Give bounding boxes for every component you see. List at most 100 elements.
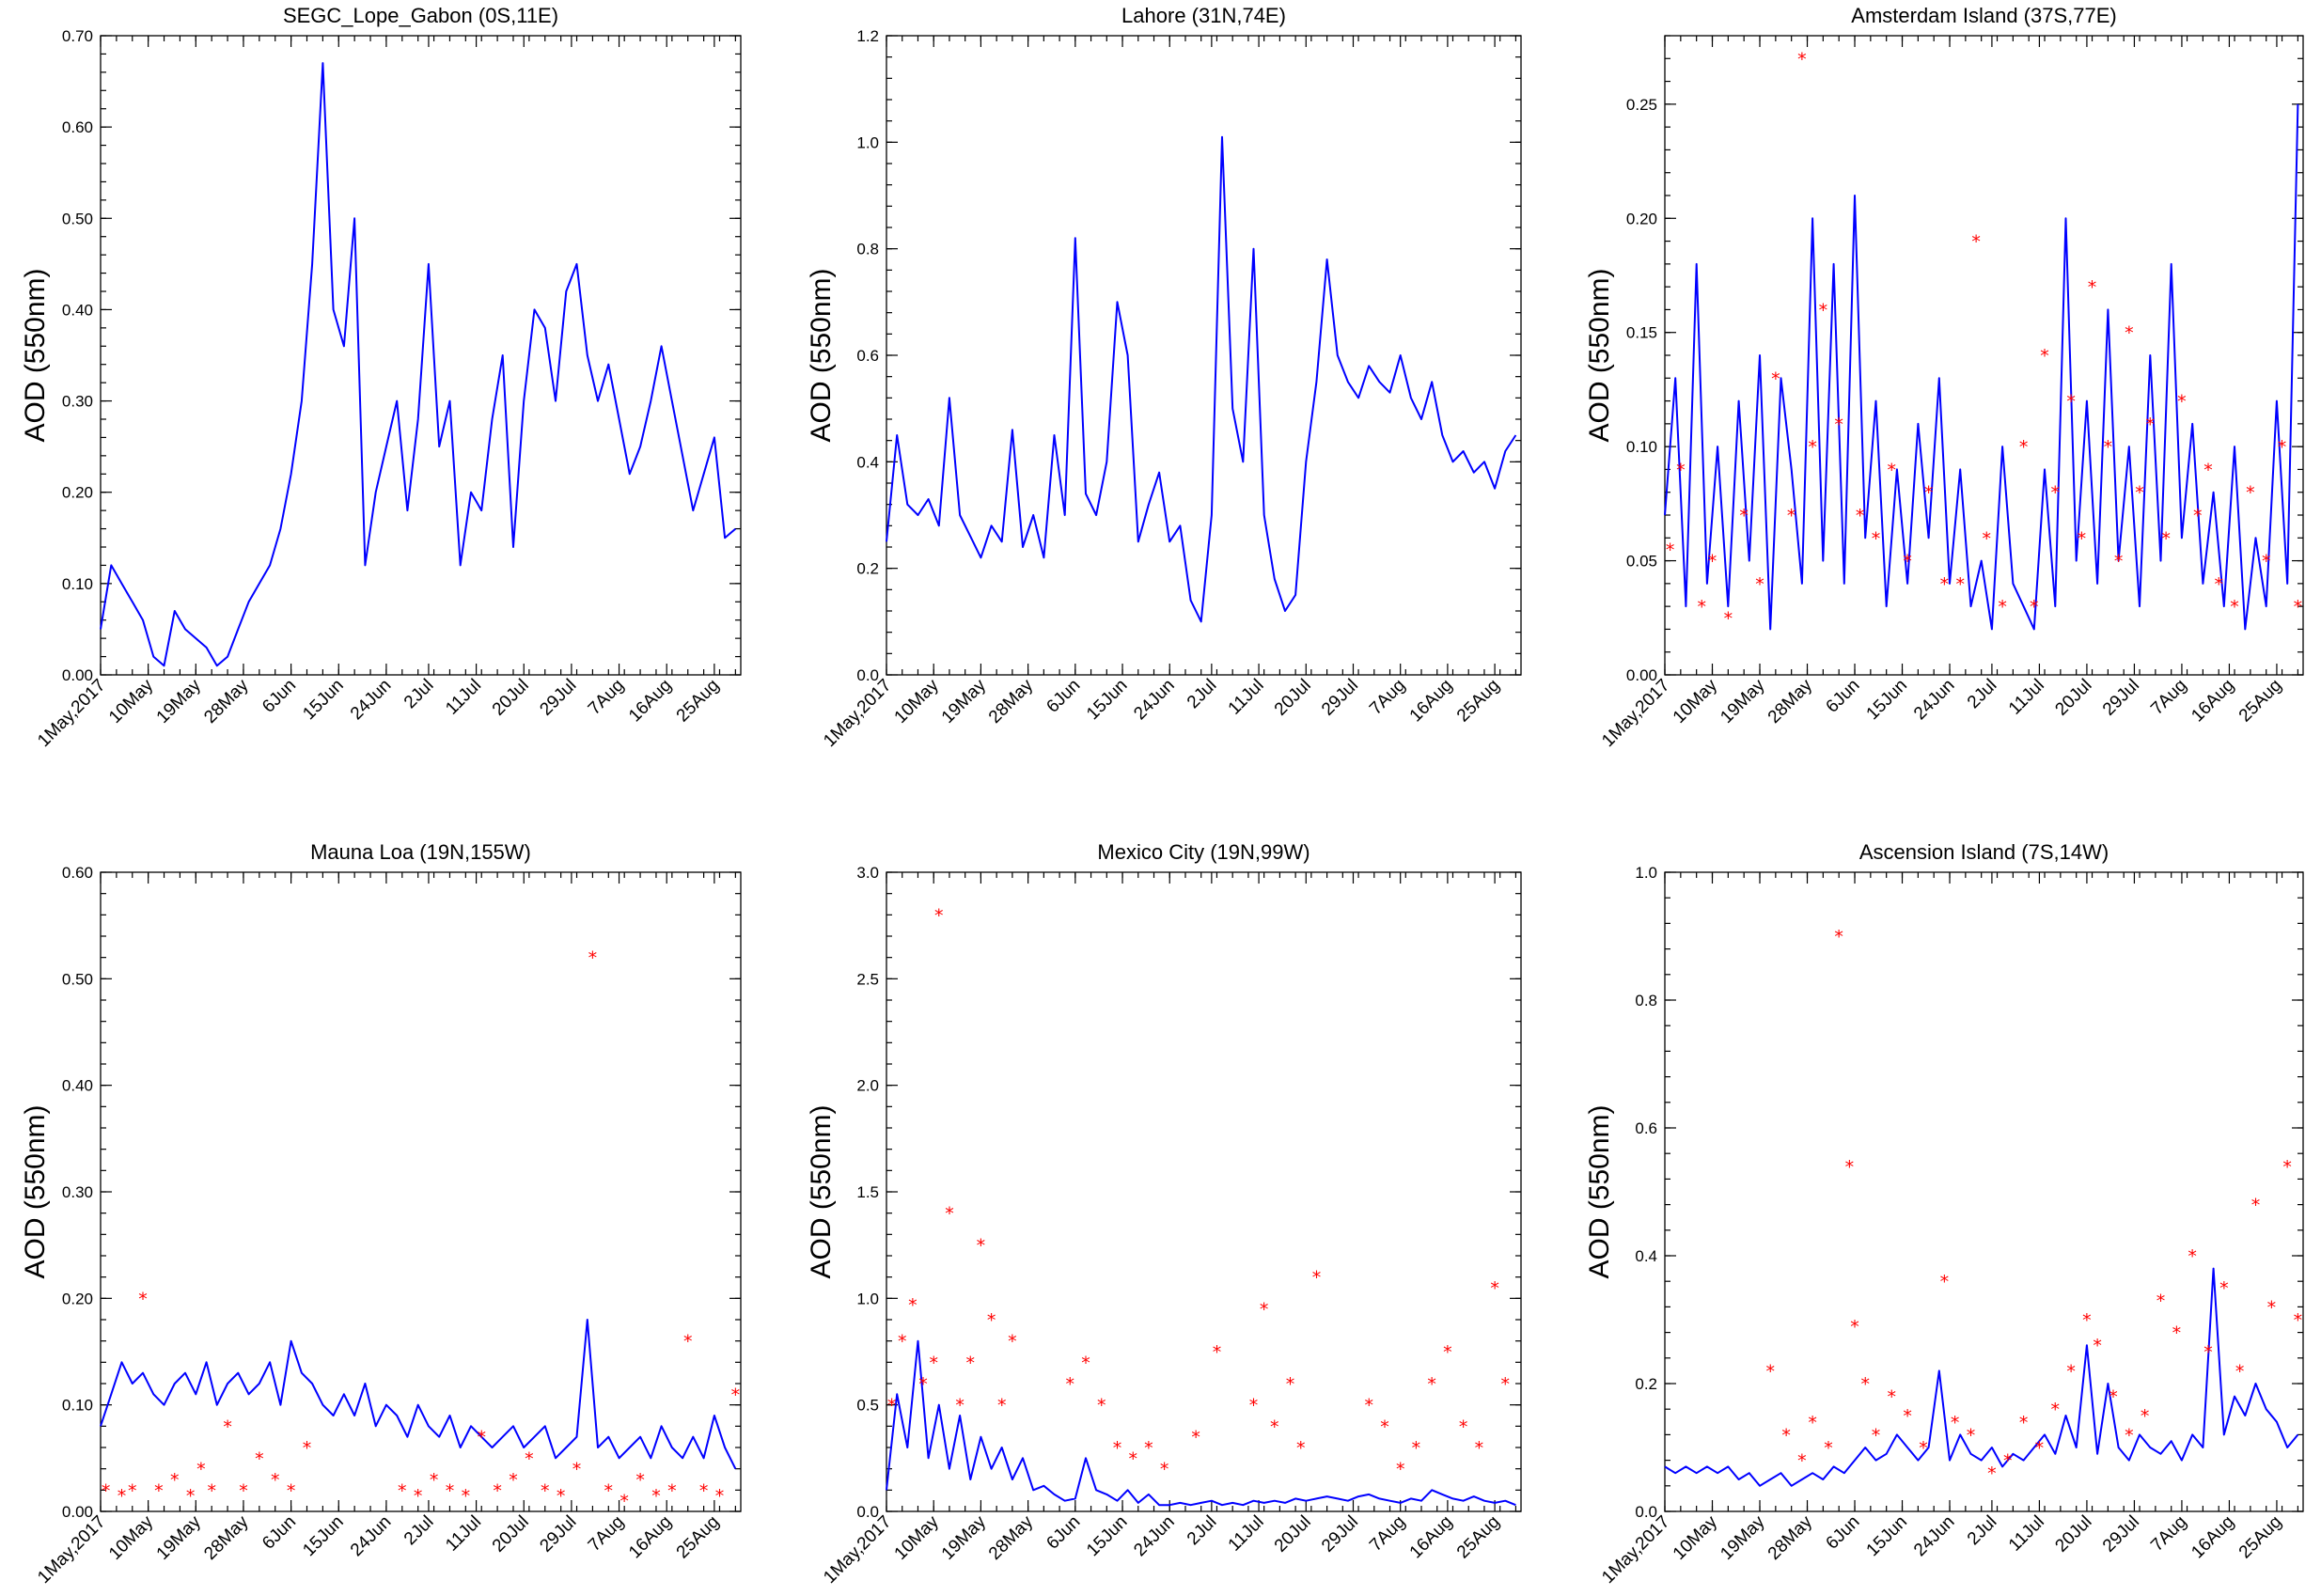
observation-marker: * xyxy=(170,1470,180,1491)
observation-marker: * xyxy=(1824,1438,1833,1459)
x-tick-label: 19May xyxy=(153,1511,206,1564)
y-tick-label: 0.10 xyxy=(1626,438,1657,456)
observation-marker: * xyxy=(1797,49,1807,70)
observation-marker: * xyxy=(1819,300,1828,321)
x-tick-label: 29Jul xyxy=(536,676,580,720)
observation-marker: * xyxy=(138,1289,148,1309)
observation-marker: * xyxy=(1888,460,1897,480)
y-tick-label: 0.70 xyxy=(62,27,93,45)
y-tick-label: 0.40 xyxy=(62,1077,93,1095)
observation-marker: * xyxy=(541,1480,550,1501)
x-tick-label: 16Aug xyxy=(1406,676,1457,727)
observation-marker: * xyxy=(2214,574,2223,595)
x-tick-label: 20Jul xyxy=(2051,1512,2095,1557)
observation-marker: * xyxy=(477,1428,486,1448)
y-tick-label: 0.50 xyxy=(62,970,93,988)
x-tick-label: 19May xyxy=(1717,1511,1769,1564)
model-series-line xyxy=(100,62,737,667)
observation-marker: * xyxy=(731,1385,741,1405)
observation-marker: * xyxy=(1971,232,1981,253)
panel-title: Lahore (31N,74E) xyxy=(1121,4,1286,27)
observation-marker: * xyxy=(2146,415,2156,435)
observation-marker: * xyxy=(588,948,598,969)
x-tick-label: 25Aug xyxy=(673,1512,724,1563)
observation-marker: * xyxy=(1755,574,1764,595)
observation-marker: * xyxy=(1113,1438,1122,1459)
observation-marker: * xyxy=(1856,506,1865,526)
observation-marker: * xyxy=(1771,368,1780,389)
observation-marker: * xyxy=(2051,1400,2061,1420)
y-axis-label: AOD (550nm) xyxy=(806,1104,837,1278)
observation-marker: * xyxy=(2019,1413,2029,1433)
x-tick-label: 7Aug xyxy=(585,1512,628,1556)
observation-marker: * xyxy=(1144,1438,1153,1459)
x-tick-label: 28May xyxy=(1764,1511,1817,1564)
y-tick-label: 0.6 xyxy=(856,347,879,365)
x-tick-label: 11Jul xyxy=(1225,1512,1268,1556)
x-tick-label: 15Jun xyxy=(1863,676,1911,724)
observation-marker: * xyxy=(1834,415,1843,435)
observation-marker: * xyxy=(1249,1396,1259,1416)
x-tick-label: 10May xyxy=(891,675,944,728)
observation-marker: * xyxy=(1698,597,1707,618)
observation-marker: * xyxy=(2019,437,2029,458)
x-tick-label: 11Jul xyxy=(1225,676,1268,719)
observation-marker: * xyxy=(887,1396,897,1416)
y-tick-label: 0.20 xyxy=(1626,210,1657,227)
observation-marker: * xyxy=(966,1353,976,1373)
observation-marker: * xyxy=(2003,1451,2013,1472)
x-tick-label: 28May xyxy=(200,1511,253,1564)
observation-marker: * xyxy=(207,1480,216,1501)
observation-marker: * xyxy=(1987,1463,1997,1484)
observation-marker: * xyxy=(1065,1374,1074,1395)
y-tick-label: 0.20 xyxy=(62,484,93,502)
observation-marker: * xyxy=(1724,608,1733,629)
y-tick-label: 0.0 xyxy=(856,666,879,684)
observation-marker: * xyxy=(667,1480,677,1501)
observation-marker: * xyxy=(2082,1310,2092,1331)
y-tick-label: 0.40 xyxy=(62,301,93,319)
x-tick-label: 1May,2017 xyxy=(34,676,109,751)
plot-frame xyxy=(100,35,742,676)
observation-marker: * xyxy=(1380,1416,1389,1437)
observation-marker: * xyxy=(2035,1438,2045,1459)
observation-marker: * xyxy=(2282,1157,2292,1178)
y-axis-label: AOD (550nm) xyxy=(1584,268,1615,442)
observation-marker: * xyxy=(255,1448,264,1469)
observation-marker: * xyxy=(271,1470,280,1491)
observation-marker: * xyxy=(128,1480,137,1501)
observation-marker: * xyxy=(102,1480,111,1501)
observation-marker: * xyxy=(2230,597,2239,618)
x-tick-label: 29Jul xyxy=(1318,676,1362,720)
observation-marker: * xyxy=(1312,1268,1322,1289)
observation-marker: * xyxy=(1903,552,1912,572)
x-tick-label: 7Aug xyxy=(585,676,628,719)
plot-frame xyxy=(886,35,1522,676)
observation-marker: * xyxy=(2125,323,2134,344)
x-tick-label: 7Aug xyxy=(2147,676,2190,719)
observation-marker: * xyxy=(1443,1342,1452,1363)
observation-marker: * xyxy=(186,1486,196,1507)
x-tick-label: 15Jun xyxy=(299,1512,347,1560)
observation-marker: * xyxy=(287,1480,296,1501)
x-tick-label: 10May xyxy=(105,1511,158,1564)
model-series-line xyxy=(886,1339,1516,1507)
observation-marker: * xyxy=(1924,483,1934,504)
y-tick-label: 3.0 xyxy=(856,864,879,882)
x-tick-label: 19May xyxy=(153,675,206,728)
observation-marker: * xyxy=(2135,483,2144,504)
observation-marker: * xyxy=(1708,552,1717,572)
observation-marker: * xyxy=(1191,1428,1200,1448)
panel-title: SEGC_Lope_Gabon (0S,11E) xyxy=(283,4,558,27)
observation-marker: * xyxy=(2188,1246,2197,1267)
x-tick-label: 11Jul xyxy=(2005,1512,2048,1556)
observation-marker: * xyxy=(493,1480,502,1501)
x-tick-label: 16Aug xyxy=(2188,1512,2238,1563)
observation-marker: * xyxy=(1501,1374,1511,1395)
x-tick-label: 19May xyxy=(938,1511,991,1564)
observation-marker: * xyxy=(997,1396,1007,1416)
y-axis-label: AOD (550nm) xyxy=(1584,1104,1615,1278)
model-series-line xyxy=(886,135,1517,623)
x-tick-label: 7Aug xyxy=(1366,676,1409,719)
observation-marker: * xyxy=(2104,437,2113,458)
